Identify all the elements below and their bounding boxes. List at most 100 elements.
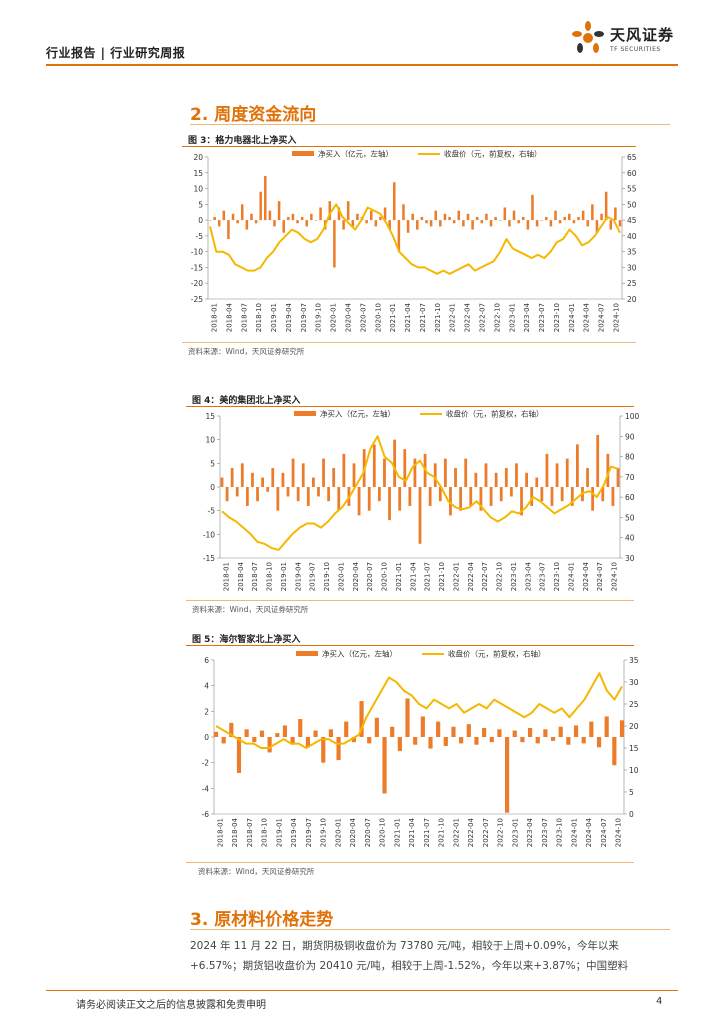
net-buy-bar [298,719,303,737]
net-buy-bar [565,458,569,487]
net-buy-bar [568,213,571,221]
net-buy-bar [296,487,300,502]
x-tick-label: 2020-01 [330,303,338,332]
x-tick-label: 2022-10 [493,303,501,332]
net-buy-bar [305,737,311,748]
footer-divider [46,990,678,991]
net-buy-bar [527,728,533,737]
x-tick-label: 2024-07 [598,303,606,332]
right-tick-label: 25 [627,279,637,288]
net-buy-bar [314,220,318,221]
net-buy-bar [377,487,381,502]
net-buy-bar [604,191,608,221]
net-buy-bar [379,216,382,221]
net-buy-bar [443,737,448,746]
x-tick-label: 2020-07 [366,562,374,591]
right-tick-label: 35 [627,248,637,257]
net-buy-bar [397,737,402,752]
net-buy-bar [268,210,272,221]
net-buy-bar [291,213,295,221]
section-3-paragraph-line-1: 2024 年 11 月 22 日，期货阴极铜收盘价为 73780 元/吨，相较于… [190,940,619,952]
left-tick-label: -15 [203,554,215,563]
x-tick-label: 2024-04 [583,302,591,332]
net-buy-bar [267,737,272,753]
right-tick-label: 40 [625,534,635,543]
net-buy-bar [474,737,479,745]
net-buy-bar [287,216,290,221]
right-tick-label: 45 [627,216,637,225]
net-buy-bar [558,726,563,737]
x-tick-label: 2021-10 [438,818,446,847]
x-tick-label: 2019-10 [315,303,323,332]
net-buy-bar [411,213,414,221]
net-buy-bar [383,207,387,221]
x-tick-label: 2023-04 [523,302,531,332]
x-tick-label: 2018-07 [240,303,248,332]
x-tick-label: 2022-01 [449,303,457,332]
right-tick-label: 30 [627,263,637,272]
left-tick-label: 5 [210,459,215,468]
x-tick-label: 2019-07 [300,303,308,332]
page-number: 4 [656,996,663,1007]
x-tick-label: 2024-04 [582,561,590,591]
figure-5-source: 资料来源：Wind，天风证券研究所 [198,867,315,876]
net-buy-bar [451,726,456,737]
net-buy-bar [526,220,530,230]
net-buy-bar [259,730,265,737]
net-buy-bar [319,207,322,221]
net-buy-bar [560,487,564,502]
net-buy-bar [369,210,373,221]
figure-5-bottomline [186,862,634,863]
net-buy-bar [420,716,425,737]
net-buy-bar [351,737,356,743]
right-tick-label: 55 [627,185,637,194]
net-buy-bar [388,487,391,521]
left-tick-label: -10 [203,530,215,539]
net-buy-bar [517,220,520,224]
x-tick-label: 2020-07 [359,303,367,332]
x-tick-label: 2024-07 [600,818,608,847]
net-buy-bar [245,220,249,230]
x-tick-label: 2018-10 [261,818,269,847]
x-tick-label: 2018-07 [251,562,259,591]
company-logo: 天风证券 TF SECURITIES [570,20,680,60]
net-buy-bar [589,721,594,737]
net-buy-bar [474,472,478,487]
net-buy-bar [336,737,341,761]
x-tick-label: 2019-07 [305,818,313,847]
net-buy-bar [535,220,539,227]
legend-net-buy-label: 净买入（亿元，左轴） [318,149,393,159]
x-tick-label: 2019-04 [294,561,302,591]
x-tick-label: 2023-01 [508,303,516,332]
net-buy-bar [504,468,508,487]
x-tick-label: 2020-10 [379,818,387,847]
x-tick-label: 2019-04 [290,817,298,847]
net-buy-bar [425,220,428,224]
x-tick-label: 2022-10 [497,818,505,847]
x-tick-label: 2021-04 [408,817,416,847]
net-buy-bar [220,477,224,487]
net-buy-bar [575,444,579,487]
right-tick-label: 90 [625,432,635,441]
net-buy-bar [231,213,235,221]
x-tick-label: 2018-10 [266,562,274,591]
net-buy-bar [356,213,359,221]
net-buy-bar [614,207,617,221]
x-tick-label: 2020-01 [334,818,342,847]
x-tick-label: 2019-01 [280,562,288,591]
x-tick-label: 2022-04 [464,302,472,332]
figure-3-topline [182,146,636,147]
net-buy-bar [245,487,249,506]
net-buy-bar [310,213,313,221]
net-buy-bar [275,733,280,737]
x-tick-label: 2023-10 [556,818,564,847]
net-buy-bar [362,449,366,487]
net-buy-bar [550,487,554,506]
net-buy-bar [317,487,320,497]
left-tick-label: 10 [193,185,203,194]
net-buy-bar [612,737,617,766]
net-buy-bar [286,487,290,497]
net-buy-bar [337,207,341,221]
net-buy-bar [323,220,327,230]
